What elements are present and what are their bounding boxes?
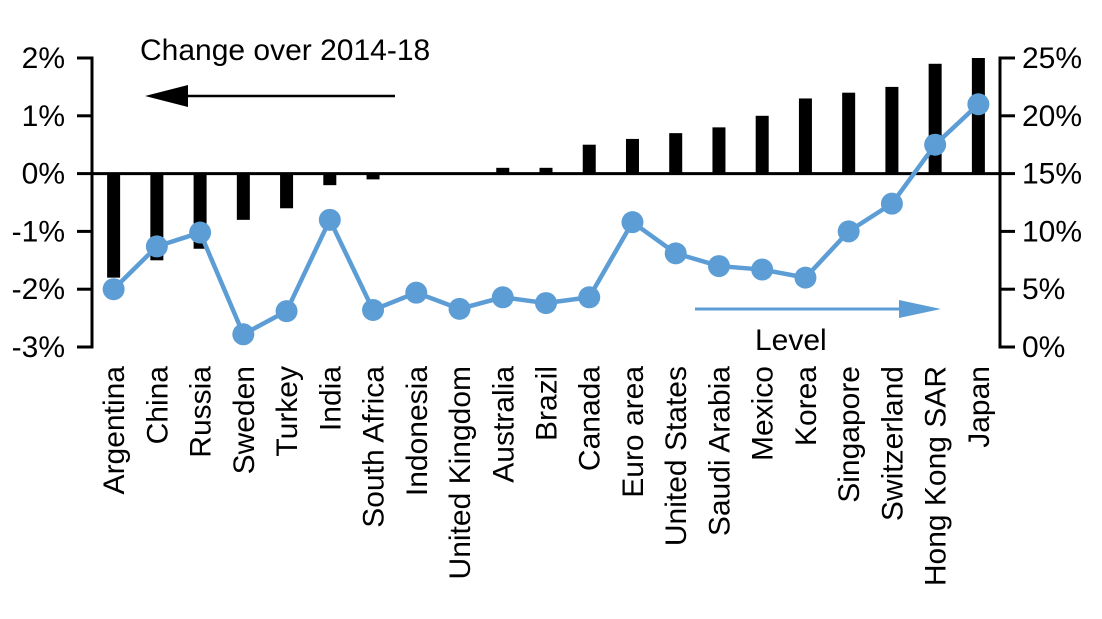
level-marker-saudi-arabia (707, 255, 730, 278)
left-arrow-icon (145, 85, 395, 107)
level-marker-canada (578, 286, 601, 309)
bar-australia (496, 167, 510, 174)
bar-singapore (842, 92, 856, 174)
bar-india (323, 173, 337, 186)
level-marker-argentina (102, 278, 125, 301)
bar-mexico (755, 115, 769, 174)
category-label-switzerland: Switzerland (876, 366, 909, 521)
left-axis-tick-label: 1% (22, 100, 65, 133)
level-marker-indonesia (405, 281, 428, 304)
left-series-title: Change over 2014-18 (140, 34, 431, 67)
category-label-sweden: Sweden (228, 366, 261, 474)
left-axis-tick-label: 2% (22, 42, 65, 75)
right-axis-tick-label: 0% (1022, 331, 1065, 364)
left-axis-tick-label: -3% (12, 331, 65, 364)
level-marker-euro-area (621, 211, 644, 234)
level-marker-united-states (664, 242, 687, 265)
bar-argentina (107, 173, 121, 278)
bar-saudi-arabia (712, 127, 726, 174)
bar-brazil (539, 167, 553, 174)
category-label-united-kingdom: United Kingdom (444, 366, 477, 579)
bar-switzerland (885, 86, 899, 174)
level-marker-japan (967, 93, 990, 116)
level-marker-singapore (837, 220, 860, 243)
category-label-china: China (141, 366, 174, 445)
category-label-turkey: Turkey (271, 366, 304, 457)
category-label-argentina: Argentina (98, 366, 131, 495)
right-series-title: Level (755, 324, 827, 357)
category-label-singapore: Singapore (833, 366, 866, 503)
category-label-mexico: Mexico (747, 366, 780, 461)
category-label-australia: Australia (487, 366, 520, 483)
left-axis-tick-label: -2% (12, 273, 65, 306)
right-axis-tick-label: 5% (1022, 273, 1065, 306)
category-label-south-africa: South Africa (358, 366, 391, 528)
bar-japan (971, 58, 985, 174)
category-label-saudi-arabia: Saudi Arabia (703, 366, 736, 536)
category-label-hong-kong-sar: Hong Kong SAR (920, 366, 953, 586)
category-label-indonesia: Indonesia (401, 366, 434, 496)
level-marker-south-africa (362, 299, 385, 322)
category-label-united-states: United States (660, 366, 693, 546)
bar-south-africa (366, 173, 380, 180)
right-axis-tick-label: 20% (1022, 100, 1082, 133)
category-label-russia: Russia (185, 366, 218, 458)
level-marker-turkey (275, 300, 298, 323)
right-axis-tick-label: 15% (1022, 158, 1082, 191)
level-marker-russia (189, 221, 212, 244)
left-axis-tick-label: 0% (22, 158, 65, 191)
bar-euro-area (625, 138, 639, 174)
category-label-india: India (314, 366, 347, 431)
category-label-japan: Japan (963, 366, 996, 448)
category-label-canada: Canada (574, 366, 607, 471)
bar-canada (582, 144, 596, 174)
right-axis-tick-label: 25% (1022, 42, 1082, 75)
bar-turkey (280, 173, 294, 209)
level-marker-australia (491, 286, 514, 309)
level-marker-china (145, 235, 168, 258)
level-marker-brazil (535, 292, 557, 315)
category-label-brazil: Brazil (531, 366, 564, 441)
level-marker-sweden (232, 323, 255, 346)
left-axis-tick-label: -1% (12, 215, 65, 248)
level-marker-switzerland (880, 192, 903, 215)
level-marker-india (318, 208, 341, 231)
level-marker-united-kingdom (448, 297, 471, 320)
category-label-korea: Korea (790, 366, 823, 446)
bar-hong-kong-sar (928, 63, 942, 174)
bar-sweden (236, 173, 250, 220)
bar-united-states (669, 133, 683, 174)
category-label-euro-area: Euro area (617, 366, 650, 498)
bar-korea (798, 98, 812, 174)
right-axis-tick-label: 10% (1022, 215, 1082, 248)
level-marker-mexico (751, 258, 774, 281)
right-arrow-icon (695, 300, 941, 318)
level-marker-hong-kong-sar (924, 133, 947, 156)
level-marker-korea (794, 266, 817, 289)
